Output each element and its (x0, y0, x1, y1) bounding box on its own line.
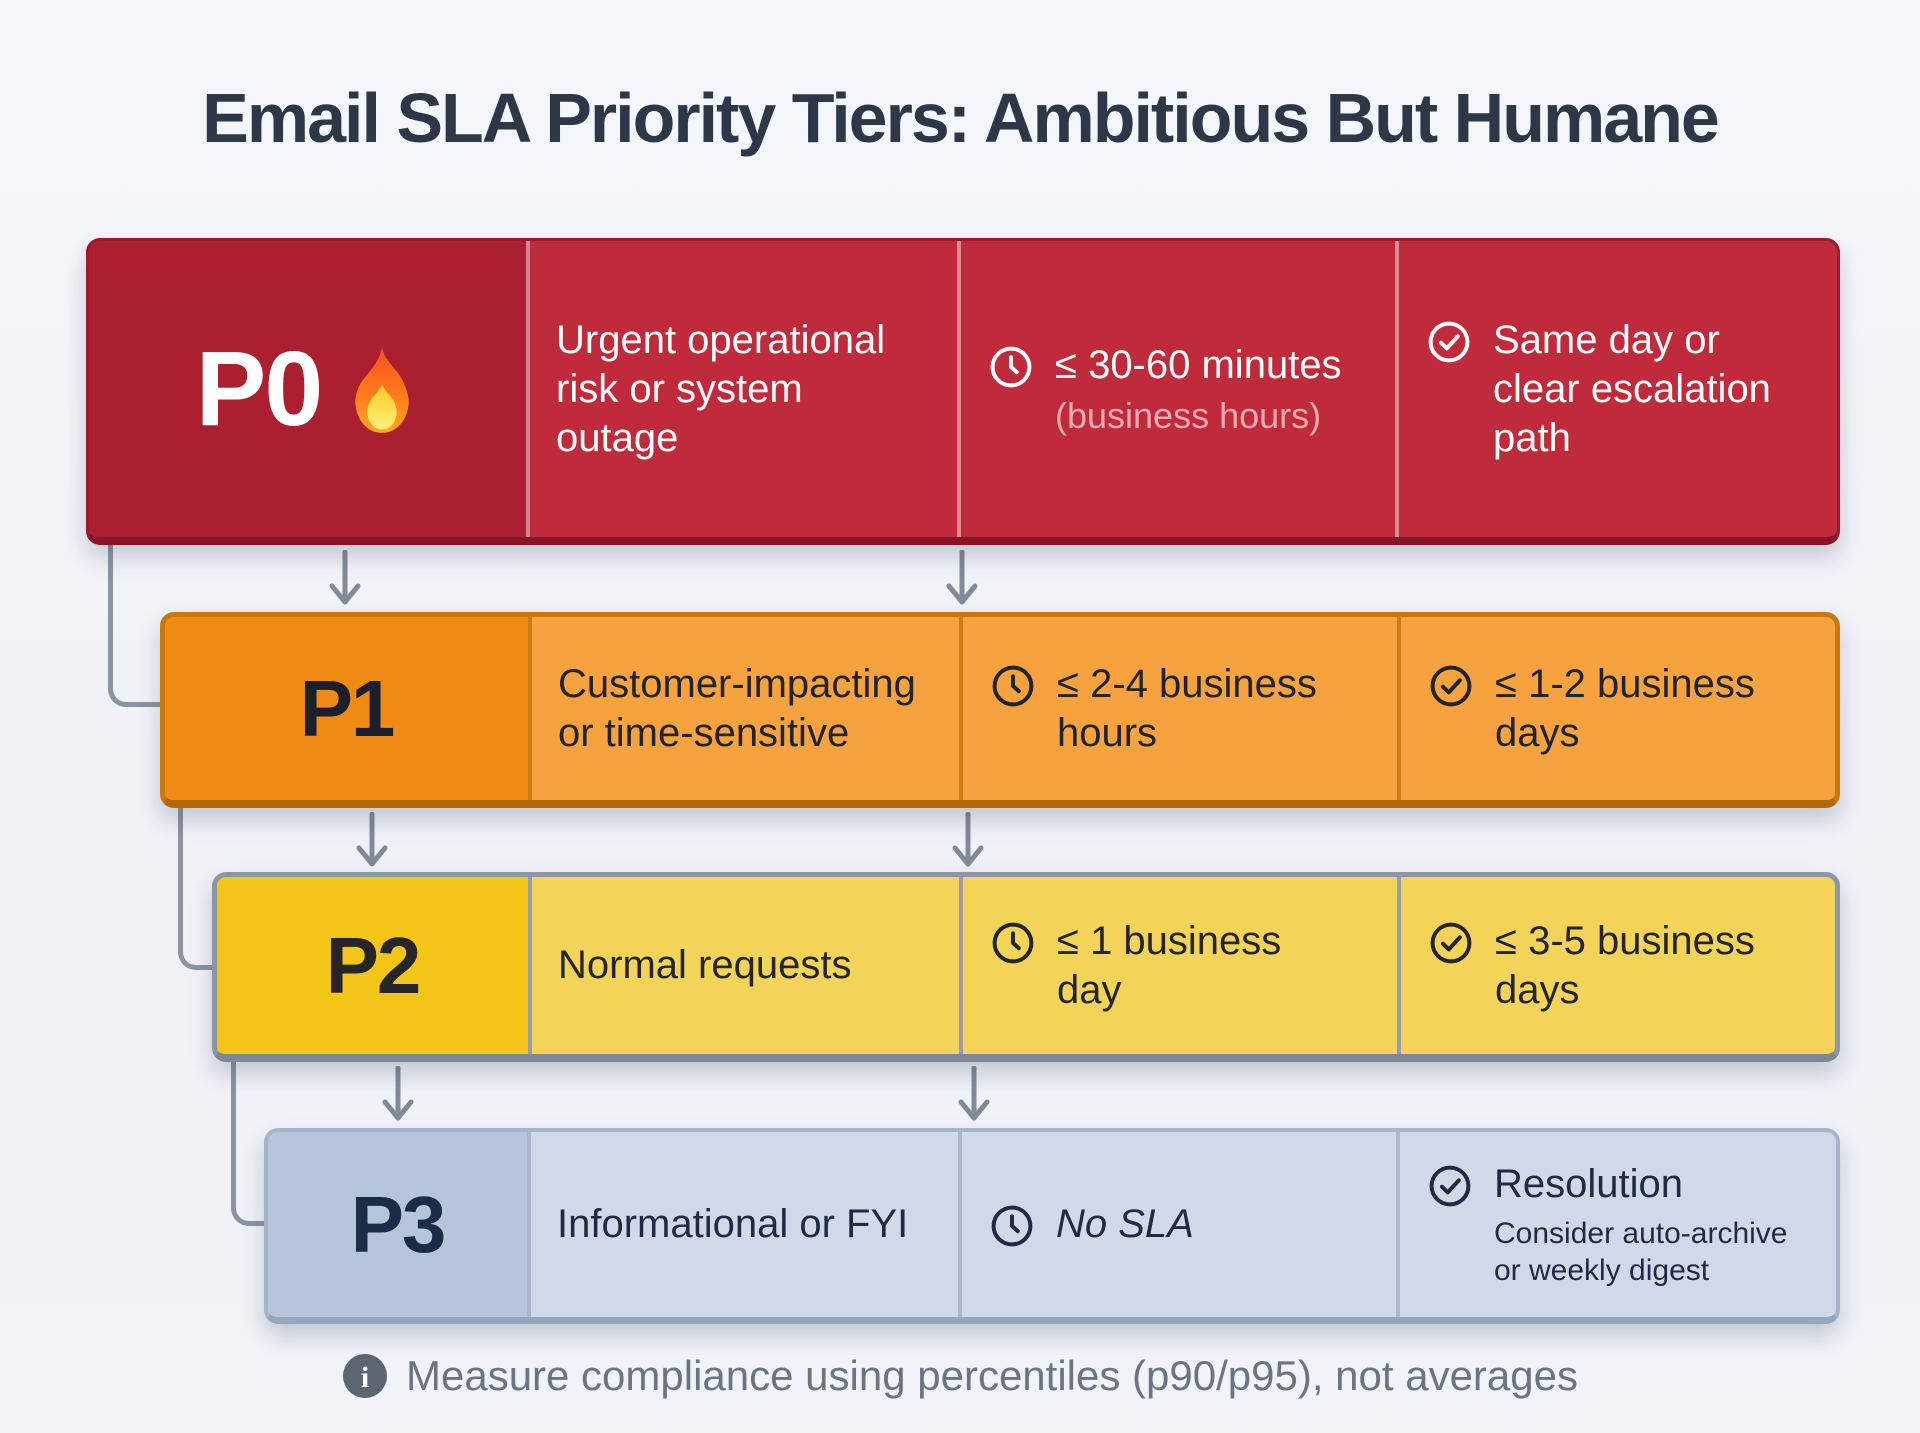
elbow-connector-p2-p3 (231, 1062, 264, 1226)
resolution-cell: ≤ 1-2 business days (1401, 617, 1835, 800)
flow-arrow (356, 812, 388, 867)
flow-arrow (382, 1066, 414, 1121)
priority-cell: P2 (217, 877, 532, 1054)
clock-icon (992, 665, 1034, 706)
response-cell: ≤ 1 business day (963, 877, 1401, 1054)
footer-text: Measure compliance using percentiles (p9… (405, 1352, 1578, 1399)
description-cell: Customer-impacting or time-sensitive (532, 617, 963, 800)
flow-arrow (958, 1066, 990, 1121)
tier-row-p3: P3 Informational or FYI No SLA Resolutio… (264, 1128, 1840, 1324)
response-cell: ≤ 30-60 minutes (business hours) (961, 241, 1399, 537)
flow-arrow (946, 550, 978, 605)
response-time: ≤ 1 business day (1057, 918, 1282, 1012)
priority-label: P1 (299, 663, 396, 753)
page-title: Email SLA Priority Tiers: Ambitious But … (202, 79, 1720, 157)
priority-cell: P1 (165, 617, 532, 800)
tier-row-p1: P1 Customer-impacting or time-sensitive … (160, 612, 1840, 808)
priority-cell: P3 (268, 1132, 531, 1317)
check-circle-icon (1430, 922, 1472, 963)
description-text: Informational or FYI (557, 1202, 909, 1246)
priority-label: P3 (350, 1179, 447, 1269)
fire-icon (355, 346, 410, 433)
svg-text:i: i (361, 1361, 369, 1394)
response-note: (business hours) (1055, 394, 1322, 436)
flow-arrow (952, 812, 984, 867)
info-icon: i (342, 1354, 387, 1398)
elbow-connector-p1-p2 (178, 808, 212, 970)
resolution-cell: Same day or clear escalation path (1399, 241, 1837, 537)
clock-icon (990, 346, 1032, 387)
resolution-time: ≤ 3-5 business days (1495, 918, 1755, 1012)
clock-icon (991, 1205, 1033, 1246)
response-cell: No SLA (962, 1132, 1400, 1317)
tier-row-p2: P2 Normal requests ≤ 1 business day ≤ 3-… (212, 872, 1840, 1062)
description-text: Normal requests (558, 943, 852, 987)
response-time: ≤ 30-60 minutes (1055, 342, 1342, 387)
resolution-cell: ≤ 3-5 business days (1401, 877, 1835, 1054)
resolution-time: Same day or clear escalation path (1493, 317, 1771, 460)
description-cell: Informational or FYI (531, 1132, 962, 1317)
description-text: Urgent operational risk or system outage (556, 317, 886, 460)
footer-note: i Measure compliance using percentiles (… (0, 1352, 1920, 1400)
check-circle-icon (1429, 1165, 1471, 1207)
flow-arrow (329, 550, 361, 605)
resolution-note: Consider auto-archive or weekly digest (1494, 1217, 1788, 1287)
resolution-cell: Resolution Consider auto-archive or week… (1400, 1132, 1836, 1317)
description-cell: Normal requests (532, 877, 963, 1054)
priority-cell: P0 (89, 241, 530, 537)
check-circle-icon (1430, 665, 1472, 706)
response-time: No SLA (1056, 1201, 1194, 1246)
check-circle-icon (1428, 321, 1470, 362)
response-cell: ≤ 2-4 business hours (963, 617, 1401, 800)
resolution-time: Resolution (1494, 1162, 1684, 1206)
description-cell: Urgent operational risk or system outage (530, 241, 961, 537)
response-time: ≤ 2-4 business hours (1057, 661, 1317, 755)
priority-label: P0 (195, 329, 324, 448)
tier-row-p0: P0 Urgent operational risk or system out… (86, 238, 1840, 545)
priority-label: P2 (325, 920, 422, 1010)
resolution-time: ≤ 1-2 business days (1495, 661, 1755, 755)
elbow-connector-p0-p1 (108, 545, 160, 707)
description-text: Customer-impacting or time-sensitive (558, 661, 916, 755)
clock-icon (992, 922, 1034, 963)
